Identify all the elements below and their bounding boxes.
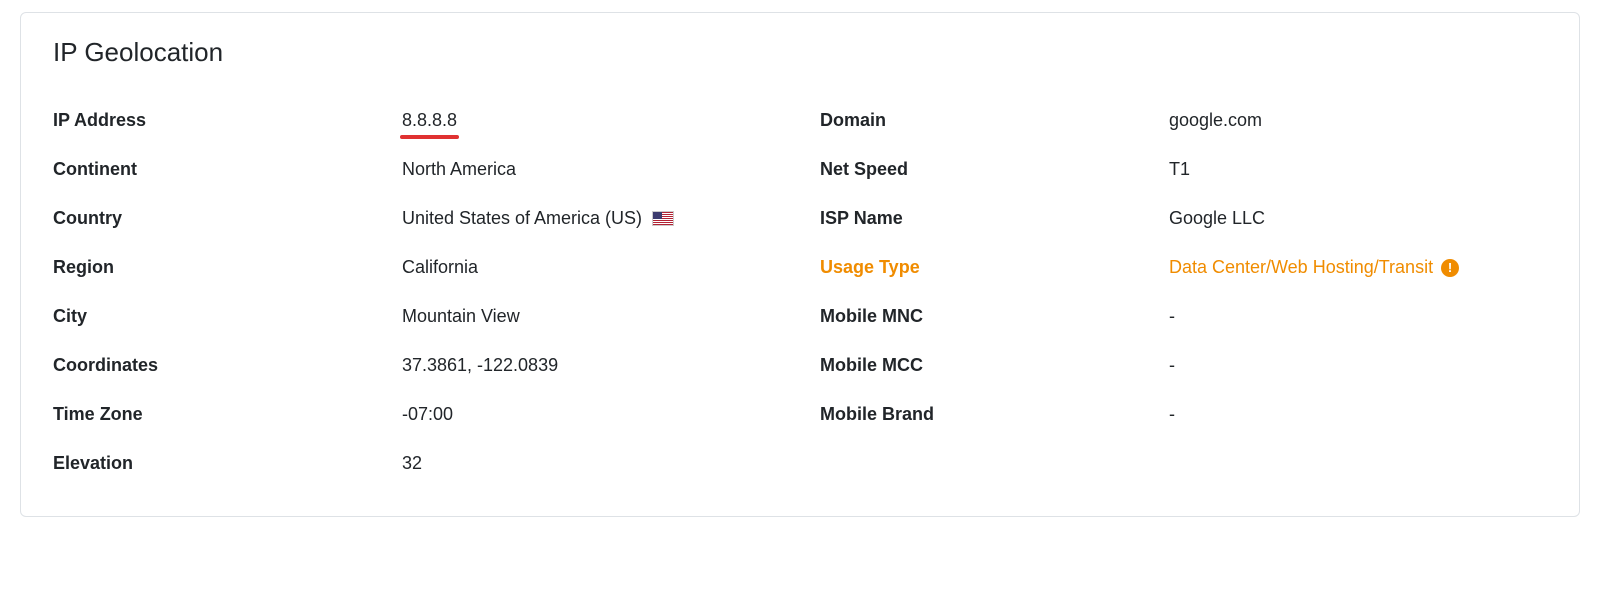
label-usage-type: Usage Type: [820, 257, 1169, 278]
label-city: City: [53, 306, 402, 327]
label-time-zone: Time Zone: [53, 404, 402, 425]
row-time-zone: Time Zone -07:00: [53, 390, 780, 439]
value-isp-name: Google LLC: [1169, 208, 1547, 229]
row-country: Country United States of America (US): [53, 194, 780, 243]
label-region: Region: [53, 257, 402, 278]
value-city: Mountain View: [402, 306, 780, 327]
row-domain: Domain google.com: [820, 96, 1547, 145]
row-continent: Continent North America: [53, 145, 780, 194]
value-time-zone: -07:00: [402, 404, 780, 425]
label-elevation: Elevation: [53, 453, 402, 474]
details-grid: IP Address 8.8.8.8 Continent North Ameri…: [53, 96, 1547, 488]
row-elevation: Elevation 32: [53, 439, 780, 488]
row-mobile-mcc: Mobile MCC -: [820, 341, 1547, 390]
label-isp-name: ISP Name: [820, 208, 1169, 229]
row-coordinates: Coordinates 37.3861, -122.0839: [53, 341, 780, 390]
row-usage-type: Usage Type Data Center/Web Hosting/Trans…: [820, 243, 1547, 292]
row-mobile-brand: Mobile Brand -: [820, 390, 1547, 439]
row-mobile-mnc: Mobile MNC -: [820, 292, 1547, 341]
left-column: IP Address 8.8.8.8 Continent North Ameri…: [53, 96, 780, 488]
value-mobile-mcc: -: [1169, 355, 1547, 376]
value-ip-address: 8.8.8.8: [402, 110, 780, 131]
ip-address-text: 8.8.8.8: [402, 110, 457, 131]
usage-type-text: Data Center/Web Hosting/Transit: [1169, 257, 1433, 278]
info-icon[interactable]: !: [1441, 259, 1459, 277]
value-domain: google.com: [1169, 110, 1547, 131]
row-net-speed: Net Speed T1: [820, 145, 1547, 194]
label-ip-address: IP Address: [53, 110, 402, 131]
value-region: California: [402, 257, 780, 278]
value-country: United States of America (US): [402, 208, 780, 229]
value-usage-type: Data Center/Web Hosting/Transit !: [1169, 257, 1547, 278]
label-country: Country: [53, 208, 402, 229]
value-continent: North America: [402, 159, 780, 180]
row-ip-address: IP Address 8.8.8.8: [53, 96, 780, 145]
label-mobile-brand: Mobile Brand: [820, 404, 1169, 425]
value-mobile-brand: -: [1169, 404, 1547, 425]
row-isp-name: ISP Name Google LLC: [820, 194, 1547, 243]
us-flag-icon: [652, 211, 674, 226]
row-city: City Mountain View: [53, 292, 780, 341]
geolocation-card: IP Geolocation IP Address 8.8.8.8 Contin…: [20, 12, 1580, 517]
label-mobile-mnc: Mobile MNC: [820, 306, 1169, 327]
label-continent: Continent: [53, 159, 402, 180]
value-mobile-mnc: -: [1169, 306, 1547, 327]
label-net-speed: Net Speed: [820, 159, 1169, 180]
right-column: Domain google.com Net Speed T1 ISP Name …: [820, 96, 1547, 488]
label-coordinates: Coordinates: [53, 355, 402, 376]
value-net-speed: T1: [1169, 159, 1547, 180]
country-text: United States of America (US): [402, 208, 642, 229]
label-mobile-mcc: Mobile MCC: [820, 355, 1169, 376]
card-title: IP Geolocation: [53, 37, 1547, 68]
row-region: Region California: [53, 243, 780, 292]
value-elevation: 32: [402, 453, 780, 474]
label-domain: Domain: [820, 110, 1169, 131]
value-coordinates: 37.3861, -122.0839: [402, 355, 780, 376]
